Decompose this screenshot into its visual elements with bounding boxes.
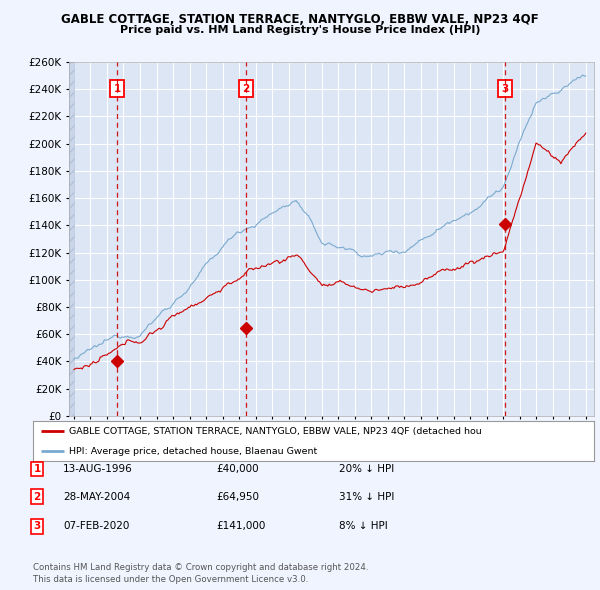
Text: Price paid vs. HM Land Registry's House Price Index (HPI): Price paid vs. HM Land Registry's House … (120, 25, 480, 35)
Text: £64,950: £64,950 (216, 492, 259, 502)
Text: 8% ↓ HPI: 8% ↓ HPI (339, 522, 388, 531)
Text: 07-FEB-2020: 07-FEB-2020 (63, 522, 130, 531)
Bar (69, 62, 74, 416)
Text: GABLE COTTAGE, STATION TERRACE, NANTYGLO, EBBW VALE, NP23 4QF: GABLE COTTAGE, STATION TERRACE, NANTYGLO… (61, 13, 539, 26)
Text: £141,000: £141,000 (216, 522, 265, 531)
Text: 3: 3 (501, 84, 508, 93)
Text: 13-AUG-1996: 13-AUG-1996 (63, 464, 133, 474)
Text: 20% ↓ HPI: 20% ↓ HPI (339, 464, 394, 474)
Text: This data is licensed under the Open Government Licence v3.0.: This data is licensed under the Open Gov… (33, 575, 308, 584)
Text: 1: 1 (113, 84, 121, 93)
Text: 1: 1 (34, 464, 41, 474)
Text: 3: 3 (34, 522, 41, 531)
Text: 2: 2 (34, 492, 41, 502)
Text: 28-MAY-2004: 28-MAY-2004 (63, 492, 130, 502)
Text: 2: 2 (242, 84, 250, 93)
Text: 31% ↓ HPI: 31% ↓ HPI (339, 492, 394, 502)
Text: Contains HM Land Registry data © Crown copyright and database right 2024.: Contains HM Land Registry data © Crown c… (33, 563, 368, 572)
Text: GABLE COTTAGE, STATION TERRACE, NANTYGLO, EBBW VALE, NP23 4QF (detached hou: GABLE COTTAGE, STATION TERRACE, NANTYGLO… (70, 427, 482, 436)
Text: £40,000: £40,000 (216, 464, 259, 474)
Text: HPI: Average price, detached house, Blaenau Gwent: HPI: Average price, detached house, Blae… (70, 447, 318, 456)
